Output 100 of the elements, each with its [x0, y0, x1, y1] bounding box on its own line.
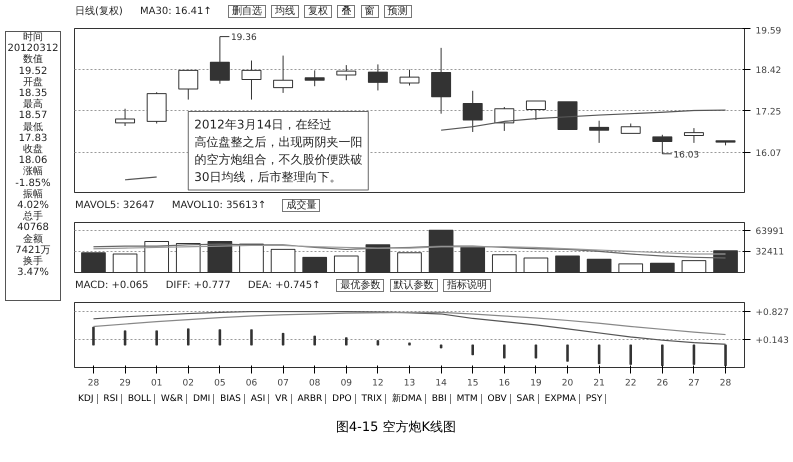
text: MTM	[454, 394, 482, 404]
y-tick-label: +0.143	[756, 336, 789, 346]
text: 新DMA	[388, 394, 426, 404]
x-tick-label: 09	[340, 378, 352, 388]
text: 最高	[23, 99, 43, 110]
text: 18.06	[18, 155, 48, 166]
text: 17.83	[18, 132, 48, 144]
x-tick-label: 07	[277, 378, 289, 388]
x-tick-label: 20	[562, 378, 574, 388]
x-tick-label: 15	[466, 378, 478, 388]
text: 金额	[23, 234, 43, 245]
text: DMI	[190, 394, 214, 404]
text: 18.57	[18, 110, 48, 122]
line-series	[92, 312, 726, 336]
x-tick-label: 08	[308, 378, 321, 388]
x-tick-label: 28	[720, 378, 732, 388]
y-tick-label: 32411	[756, 248, 784, 258]
candlestick	[368, 64, 388, 91]
x-tick-label: 29	[119, 378, 132, 388]
text: 删自选	[228, 5, 266, 18]
candlestick	[336, 64, 356, 81]
text: 最优参数	[336, 279, 384, 292]
text: 7421万	[15, 244, 51, 256]
text: 40768	[17, 222, 49, 234]
x-tick-label: 26	[656, 378, 668, 388]
text: 总手	[23, 211, 43, 222]
text: VR	[272, 394, 292, 404]
candlestick	[620, 123, 641, 134]
x-tick-label: 28	[88, 378, 100, 388]
text: 默认参数	[390, 279, 438, 292]
text: OBV	[484, 394, 511, 404]
text: 收盘	[23, 144, 43, 156]
text: 时间	[23, 32, 43, 43]
text: 预测	[384, 5, 412, 18]
text: BBI	[428, 394, 451, 404]
text: 窗	[360, 5, 378, 18]
y-tick-label: 16.07	[756, 148, 782, 159]
candlestick	[526, 100, 546, 120]
text: KDJ	[75, 394, 98, 404]
text: ARBR	[294, 394, 326, 404]
x-tick-label: 06	[246, 378, 258, 388]
candlestick	[242, 60, 262, 100]
candlestick	[684, 128, 704, 144]
y-tick-label: 63991	[756, 226, 784, 237]
line-series	[92, 310, 726, 345]
text: MAVOL5: 32647	[75, 200, 155, 211]
candlestick	[178, 69, 198, 100]
text: 指标说明	[442, 279, 491, 292]
candlestick	[462, 90, 483, 132]
text: 最低	[23, 122, 43, 133]
x-tick-label: 12	[372, 378, 384, 388]
x-tick-label: 05	[214, 378, 226, 388]
candlestick	[652, 134, 672, 154]
y-tick-label: 17.25	[756, 107, 782, 118]
y-tick-label: 18.42	[756, 66, 782, 76]
text: RSI	[100, 394, 122, 404]
text: 18.35	[18, 88, 48, 100]
x-tick-label: 21	[593, 378, 605, 388]
text: W&R	[158, 394, 188, 404]
text: SAR	[514, 394, 539, 404]
text: 涨幅	[23, 166, 43, 178]
candlestick	[589, 120, 610, 144]
text: 复权	[304, 5, 332, 18]
x-tick-label: 14	[435, 378, 448, 388]
text: ASI	[248, 394, 270, 404]
text: 叠	[337, 5, 356, 18]
text: TRIX	[358, 394, 386, 404]
text: BOLL	[124, 394, 156, 404]
y-tick-label: +0.827	[756, 308, 789, 318]
y-tick-label: 19.59	[756, 26, 782, 36]
text: 数值	[23, 54, 43, 66]
text: 开盘	[23, 76, 43, 88]
candlestick	[494, 106, 514, 132]
text: 换手	[23, 256, 43, 268]
text: 成交量	[282, 199, 320, 212]
x-tick-label: 16	[498, 378, 510, 388]
x-tick-label: 01	[150, 378, 162, 388]
candlestick	[210, 36, 230, 84]
x-tick-label: 22	[625, 378, 636, 388]
text: 均线	[270, 5, 299, 18]
text: 3.47%	[17, 267, 49, 278]
candlestick	[273, 55, 294, 94]
text: PSY	[582, 394, 606, 404]
text: -1.85%	[15, 178, 51, 189]
text: DEA: +0.745↑	[248, 280, 320, 291]
text: MAVOL10: 35613↑	[172, 200, 266, 211]
text: MA30: 16.41↑	[140, 6, 212, 17]
annotation: 2012年3月14日，在经过高位盘整之后，出现两阴夹一阳的空方炮组合，不久股价便跌破30日均线，后市整理向下。	[194, 118, 362, 184]
candlestick	[400, 69, 420, 86]
caption: 图4-15 空方炮K线图	[336, 419, 456, 437]
x-tick-label: 19	[530, 378, 542, 388]
text: MACD: +0.065	[75, 280, 149, 291]
text: 20120312	[8, 43, 58, 54]
text: 振幅	[23, 188, 43, 200]
text: BIAS	[217, 394, 245, 404]
candlestick	[115, 108, 136, 126]
text: 日线(复权)	[75, 6, 123, 17]
x-tick-label: 27	[688, 378, 700, 388]
annotation: 16.03	[673, 150, 700, 160]
text: EXPMA	[542, 394, 580, 404]
